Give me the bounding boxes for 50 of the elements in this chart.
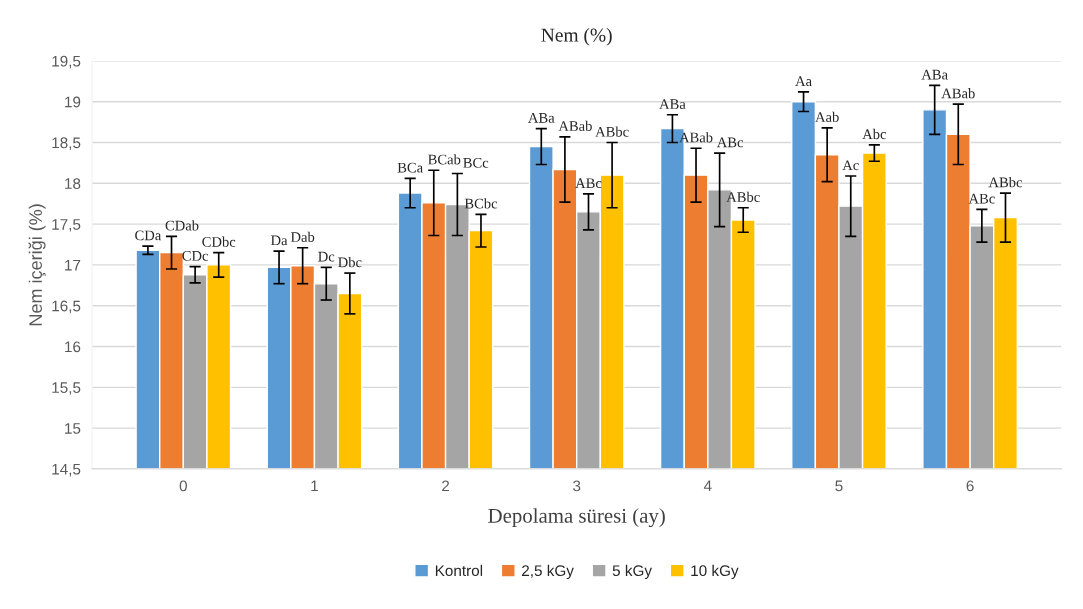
y-tick-label: 18 <box>65 178 81 189</box>
x-tick-label: 1 <box>311 480 318 492</box>
y-tick-label: 16 <box>65 341 81 353</box>
x-tick-label: 3 <box>573 480 581 492</box>
data-label: ABc <box>716 137 744 148</box>
data-label: ABbc <box>988 177 1023 188</box>
data-label: ABab <box>558 120 592 131</box>
data-label: BCab <box>428 154 461 165</box>
data-label: Aab <box>815 111 839 122</box>
y-tick-label: 19 <box>65 96 81 108</box>
data-label: ABbc <box>726 191 760 202</box>
x-tick-label: 6 <box>966 480 974 492</box>
data-label: BCa <box>397 162 423 173</box>
data-label: ABa <box>659 99 686 109</box>
data-label: CDa <box>135 230 162 241</box>
data-label: Dab <box>290 231 315 242</box>
y-axis-title: Nem içeriği (%) <box>28 204 46 326</box>
data-label: ABa <box>528 113 555 123</box>
legend-label: 2,5 kGy <box>522 564 574 580</box>
data-label: Dbc <box>338 256 362 268</box>
legend-label: 5 kGy <box>612 564 652 580</box>
data-label: CDab <box>165 220 199 231</box>
data-label: Aa <box>795 76 812 87</box>
y-tick-label: 18,5 <box>52 137 81 150</box>
x-axis-title: Depolama süresi (ay) <box>488 508 665 528</box>
y-tick-label: 14,5 <box>52 463 81 477</box>
y-tick-label: 15 <box>65 423 81 434</box>
y-tick-label: 17,5 <box>52 219 81 232</box>
data-label: Da <box>270 235 288 246</box>
data-label: BCbc <box>464 198 498 209</box>
x-tick-label: 5 <box>835 480 843 492</box>
x-tick-label: 0 <box>179 480 187 492</box>
legend-label: 10 kGy <box>691 564 739 580</box>
data-label: Dc <box>318 251 335 262</box>
data-label: BCc <box>463 157 489 168</box>
data-label: Abc <box>862 128 887 140</box>
data-label: ABa <box>921 69 948 80</box>
chart-title: Nem (%) <box>541 27 612 46</box>
data-label: ABab <box>941 88 975 99</box>
legend-label: Kontrol <box>435 564 483 577</box>
x-tick-label: 2 <box>442 480 450 492</box>
data-label: CDc <box>182 250 209 261</box>
y-tick-label: 15,5 <box>52 382 81 395</box>
y-tick-label: 16,5 <box>52 300 81 314</box>
data-label: CDbc <box>202 236 236 247</box>
y-tick-label: 17 <box>65 259 81 271</box>
y-tick-label: 19,5 <box>52 55 81 69</box>
x-tick-label: 4 <box>703 480 712 492</box>
data-label: ABbc <box>595 126 629 137</box>
data-label: Ac <box>842 160 859 171</box>
